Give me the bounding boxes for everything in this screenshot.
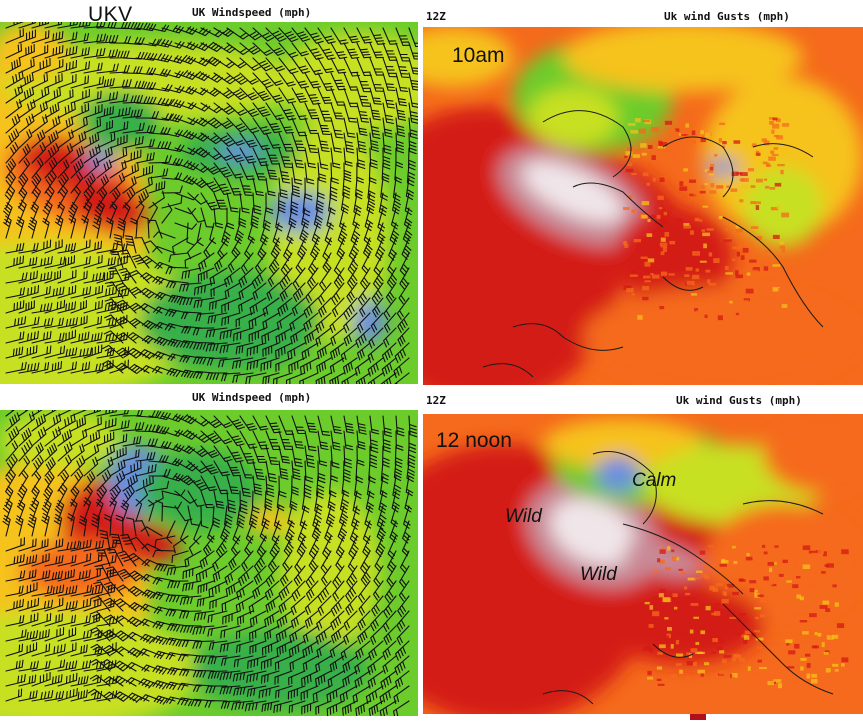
legend-swatch: [690, 714, 706, 720]
windspeed-map-10am: [0, 22, 418, 384]
gust-map-noon: [423, 414, 863, 714]
gust-10am-title: Uk wind Gusts (mph): [664, 10, 790, 23]
time-label-10am: 10am: [452, 44, 505, 67]
windspeed-map-noon-canvas: [0, 410, 418, 716]
gust-noon-run-time: 12Z: [426, 394, 446, 407]
annotation-calm: Calm: [632, 470, 677, 491]
windspeed-noon-title: UK Windspeed (mph): [192, 391, 312, 404]
time-label-noon: 12 noon: [436, 429, 512, 452]
windspeed-map-10am-canvas: [0, 22, 418, 384]
gust-noon-title: Uk wind Gusts (mph): [676, 394, 802, 407]
annotation-wild-center: Wild: [580, 564, 617, 585]
gust-map-noon-canvas: [423, 414, 863, 714]
annotation-wild-left: Wild: [505, 506, 542, 527]
gust-map-10am: [423, 27, 863, 385]
model-label: UKV: [88, 3, 133, 26]
gust-10am-run-time: 12Z: [426, 10, 446, 23]
legend-strip: [423, 714, 863, 722]
windspeed-10am-title: UK Windspeed (mph): [192, 6, 312, 19]
windspeed-map-noon: [0, 410, 418, 716]
gust-map-10am-canvas: [423, 27, 863, 385]
